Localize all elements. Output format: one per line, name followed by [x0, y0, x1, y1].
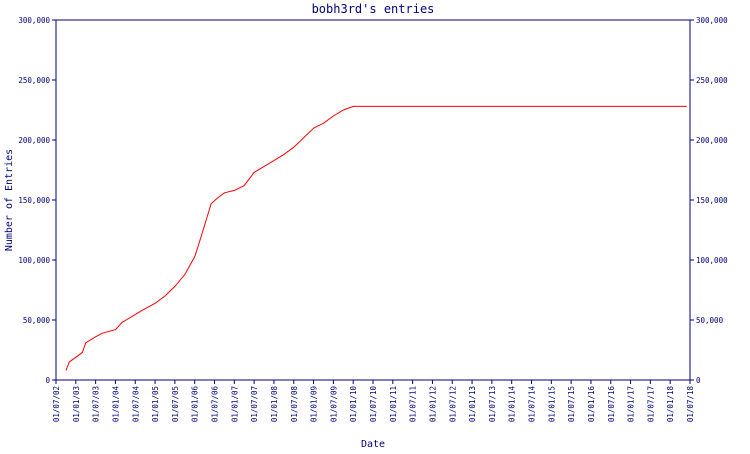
y-tick-label-left: 300,000: [18, 16, 50, 25]
plot-area: [55, 19, 691, 381]
x-tick-label: 01/07/16: [607, 386, 616, 423]
y-tick-label-left: 250,000: [18, 76, 50, 85]
x-tick-label: 01/07/13: [488, 386, 497, 422]
x-tick-label: 01/01/07: [230, 386, 239, 422]
x-tick-label: 01/01/14: [508, 386, 517, 423]
x-tick-label: 01/07/15: [567, 386, 576, 422]
x-tick-label: 01/01/08: [270, 386, 279, 423]
x-tick-label: 01/07/14: [528, 386, 537, 423]
x-tick-label: 01/07/05: [171, 386, 180, 422]
x-tick-label: 01/07/17: [646, 386, 655, 422]
y-axis-left: 0 50,000 100,000 150,000 200,000 250,000 300,0…: [18, 16, 56, 385]
y-tick-label-right: 250,000: [696, 76, 728, 85]
x-tick-label: 01/01/06: [191, 386, 200, 423]
series-line: [65, 105, 687, 371]
x-tick-label: 01/01/03: [72, 386, 81, 422]
y-tick-label-right: 100,000: [696, 256, 728, 265]
x-tick-label: 01/01/10: [349, 386, 358, 423]
x-tick-label: 01/01/15: [547, 386, 556, 422]
x-tick-label: 01/01/04: [111, 386, 120, 423]
x-tick-label: 01/07/10: [369, 386, 378, 423]
y-tick-label-left: 0: [45, 376, 50, 385]
y-tick-label-left: 50,000: [23, 316, 51, 325]
chart-title: bobh3rd's entries: [312, 2, 435, 16]
x-axis-label: Date: [361, 439, 385, 450]
y-tick-label-left: 100,000: [18, 256, 50, 265]
y-tick-label-right: 150,000: [696, 196, 728, 205]
x-axis: 01/07/02 01/01/03 01/07/03 01/01/04 01/07/04…: [52, 380, 695, 422]
x-tick-label: 01/01/16: [587, 386, 596, 423]
x-tick-label: 01/01/09: [310, 386, 319, 422]
y-tick-label-left: 200,000: [18, 136, 50, 145]
y-tick-label-left: 150,000: [18, 196, 50, 205]
x-tick-label: 01/07/08: [290, 386, 299, 423]
x-tick-label: 01/01/12: [428, 386, 437, 422]
y-tick-label-right: 0: [696, 376, 701, 385]
y-tick-label-right: 200,000: [696, 136, 728, 145]
y-axis-right: 0 50,000 100,000 150,000 200,000 250,000 300,0…: [690, 16, 728, 385]
x-tick-label: 01/01/18: [666, 386, 675, 423]
x-tick-label: 01/07/12: [448, 386, 457, 422]
series-layer: [65, 105, 687, 371]
x-tick-label: 01/07/07: [250, 386, 259, 422]
y-axis-label: Number of Entries: [4, 149, 15, 251]
x-tick-label: 01/07/18: [686, 386, 695, 423]
y-tick-label-right: 50,000: [696, 316, 724, 325]
x-tick-label: 01/07/03: [92, 386, 101, 422]
y-tick-label-right: 300,000: [696, 16, 728, 25]
x-tick-label: 01/07/04: [131, 386, 140, 423]
x-tick-label: 01/01/13: [468, 386, 477, 422]
x-tick-label: 01/01/05: [151, 386, 160, 422]
x-tick-label: 01/07/11: [409, 386, 418, 422]
x-tick-label: 01/07/02: [52, 386, 61, 422]
x-tick-label: 01/01/17: [627, 386, 636, 422]
x-tick-label: 01/07/06: [211, 386, 220, 423]
x-tick-label: 01/01/11: [389, 386, 398, 422]
x-tick-label: 01/07/09: [329, 386, 338, 422]
